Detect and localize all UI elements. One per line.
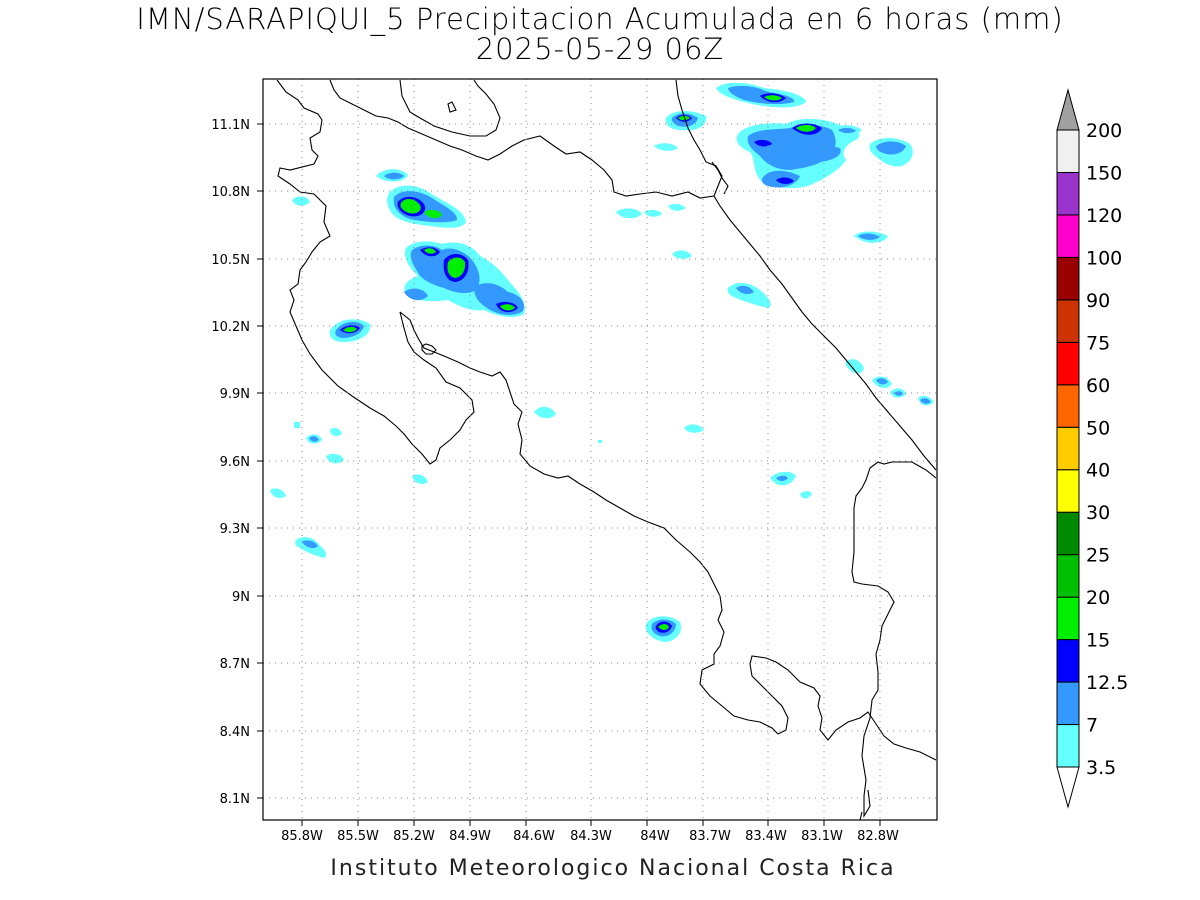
- lon-label: 83.1W: [801, 829, 843, 844]
- caribbean-coast: [713, 195, 937, 471]
- colorbar-label: 25: [1086, 545, 1110, 567]
- colorbar-swatch: [1056, 639, 1080, 683]
- colorbar-swatch: [1056, 511, 1080, 556]
- colorbar-swatch: [1056, 596, 1080, 641]
- colorbar-label: 3.5: [1086, 757, 1116, 779]
- colorbar-swatch: [1056, 214, 1080, 258]
- lat-label: 10.5N: [211, 253, 250, 268]
- nicoya-island: [421, 343, 437, 355]
- lat-label: 9.6N: [220, 455, 250, 470]
- coastlines-and-borders: [276, 79, 937, 820]
- burica-peninsula: [859, 811, 863, 820]
- colorbar-swatch: [1056, 171, 1080, 216]
- axis-ticks: [257, 123, 881, 826]
- lon-label: 83.4W: [745, 829, 787, 844]
- colorbar-label: 40: [1086, 460, 1110, 482]
- colorbar-label: 120: [1086, 205, 1122, 227]
- precip-cluster-north-east: [616, 82, 913, 259]
- lat-label: 10.8N: [211, 185, 250, 200]
- colorbar-legend: 3.5 7 12.5 15 20 25 30 40 50 60 75 90 100 120 150 200: [1056, 88, 1128, 809]
- graticule: [263, 79, 937, 820]
- colorbar-swatch: [1056, 426, 1080, 471]
- lat-label: 8.7N: [220, 657, 250, 672]
- lon-label: 82.8W: [857, 829, 899, 844]
- colorbar-swatch: [1056, 256, 1080, 301]
- colorbar-label: 12.5: [1086, 672, 1128, 694]
- colorbar-over-triangle: [1056, 88, 1080, 131]
- precipitation-field: [270, 82, 934, 642]
- lake-nicaragua-shore: [399, 79, 501, 137]
- lat-label: 11.1N: [211, 118, 250, 133]
- colorbar-label: 90: [1086, 290, 1110, 312]
- map-frame: [262, 78, 938, 821]
- precip-cells-offshore: [270, 422, 428, 558]
- colorbar-label: 200: [1086, 120, 1122, 142]
- lat-label: 9N: [232, 590, 250, 605]
- lat-label: 10.2N: [211, 320, 250, 335]
- colorbar-label: 60: [1086, 375, 1110, 397]
- san-juan-river-mouth: [711, 161, 729, 195]
- colorbar-swatch: [1056, 299, 1080, 343]
- lon-label: 83.7W: [689, 829, 731, 844]
- colorbar-swatch: [1056, 469, 1080, 513]
- lon-label: 84.6W: [513, 829, 555, 844]
- lat-label: 9.9N: [220, 387, 250, 402]
- colorbar-swatch: [1056, 554, 1080, 598]
- colorbar-swatch: [1056, 129, 1080, 173]
- colorbar-label: 50: [1086, 417, 1110, 439]
- institution-footer: Instituto Meteorologico Nacional Costa R…: [330, 856, 896, 881]
- lat-label: 8.1N: [220, 792, 250, 807]
- nicoya-gulf-coast: [399, 311, 937, 761]
- colorbar-swatch: [1056, 681, 1080, 726]
- colorbar-under-triangle: [1056, 766, 1080, 809]
- colorbar-label: 100: [1086, 247, 1122, 269]
- colorbar-label: 75: [1086, 332, 1110, 354]
- nicaragua-coast-north: [276, 79, 475, 465]
- lon-label: 84W: [640, 829, 670, 844]
- lon-label: 84.9W: [449, 829, 491, 844]
- panama-border: [851, 461, 937, 818]
- nicaragua-cr-border: [329, 79, 723, 199]
- colorbar-label: 150: [1086, 162, 1122, 184]
- colorbar-swatch: [1056, 724, 1080, 768]
- colorbar-label: 7: [1086, 715, 1098, 737]
- map-subtitle-date: 2025-05-29 06Z: [475, 32, 725, 66]
- lat-label: 8.4N: [220, 725, 250, 740]
- lon-label: 85.2W: [393, 829, 435, 844]
- lon-label: 85.8W: [281, 829, 323, 844]
- precip-cells-scattered: [534, 282, 934, 642]
- colorbar-label: 15: [1086, 630, 1110, 652]
- lon-label: 84.3W: [570, 829, 612, 844]
- lake-nicaragua-islet: [447, 101, 457, 113]
- colorbar-swatch: [1056, 341, 1080, 386]
- colorbar-swatch: [1056, 384, 1080, 428]
- lat-label: 9.3N: [220, 522, 250, 537]
- precip-cluster-north-west: [292, 169, 525, 342]
- latitude-labels: 11.1N 10.8N 10.5N 10.2N 9.9N 9.6N 9.3N 9…: [211, 118, 250, 807]
- map-title: IMN/SARAPIQUI_5 Precipitacion Acumulada …: [136, 2, 1064, 36]
- longitude-labels: 85.8W 85.5W 85.2W 84.9W 84.6W 84.3W 84W …: [281, 829, 899, 844]
- colorbar-label: 20: [1086, 587, 1110, 609]
- lon-label: 85.5W: [337, 829, 379, 844]
- colorbar-label: 30: [1086, 502, 1110, 524]
